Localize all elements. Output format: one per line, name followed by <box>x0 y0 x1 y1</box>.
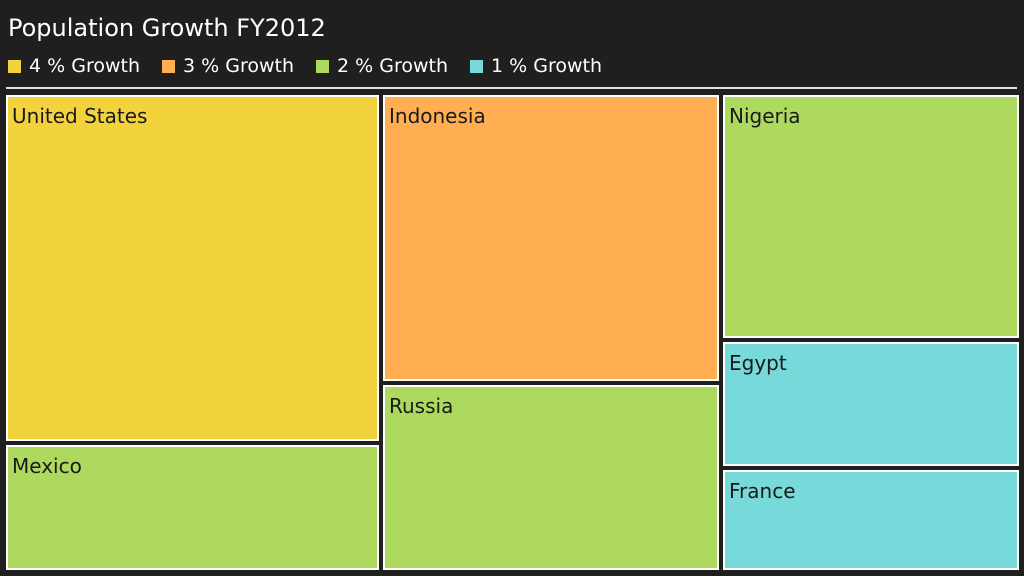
legend: 4 % Growth 3 % Growth 2 % Growth 1 % Growth <box>8 52 624 80</box>
tile-label: Mexico <box>12 454 82 478</box>
legend-label: 1 % Growth <box>491 55 602 77</box>
treemap-tile-mexico[interactable]: Mexico <box>6 445 379 570</box>
legend-item: 2 % Growth <box>316 52 448 80</box>
legend-item: 1 % Growth <box>470 52 602 80</box>
tile-label: Egypt <box>729 351 787 375</box>
legend-item: 3 % Growth <box>162 52 294 80</box>
treemap-tile-egypt[interactable]: Egypt <box>723 342 1019 466</box>
legend-swatch <box>316 59 329 73</box>
treemap-area: United States Mexico Indonesia Russia Nigeri… <box>6 95 1019 570</box>
treemap-tile-united-states[interactable]: United States <box>6 95 379 441</box>
legend-label: 2 % Growth <box>337 55 448 77</box>
legend-swatch <box>8 59 21 73</box>
tile-label: United States <box>12 104 148 128</box>
tile-label: France <box>729 479 796 503</box>
legend-label: 4 % Growth <box>29 55 140 77</box>
treemap-tile-france[interactable]: France <box>723 470 1019 570</box>
treemap-tile-russia[interactable]: Russia <box>383 385 719 570</box>
chart-title: Population Growth FY2012 <box>8 14 326 42</box>
legend-item: 4 % Growth <box>8 52 140 80</box>
tile-label: Russia <box>389 394 454 418</box>
legend-swatch <box>470 59 483 73</box>
tile-label: Nigeria <box>729 104 801 128</box>
treemap-tile-nigeria[interactable]: Nigeria <box>723 95 1019 338</box>
legend-label: 3 % Growth <box>183 55 294 77</box>
legend-swatch <box>162 59 175 73</box>
tile-label: Indonesia <box>389 104 486 128</box>
treemap-tile-indonesia[interactable]: Indonesia <box>383 95 719 381</box>
header-divider <box>6 87 1017 89</box>
